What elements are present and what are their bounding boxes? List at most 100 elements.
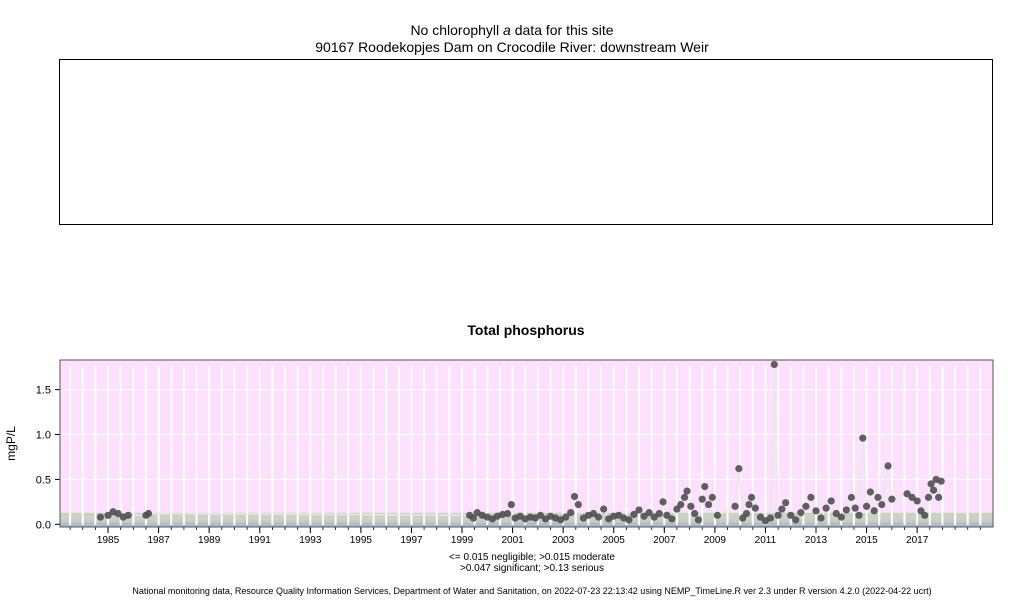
data-point (114, 509, 122, 518)
data-point (855, 511, 863, 519)
data-point (908, 493, 916, 501)
data-point (567, 509, 575, 517)
data-point (144, 509, 153, 518)
data-point (677, 500, 685, 509)
x-tick-label: 1999 (451, 535, 474, 546)
threshold-bands (60, 360, 993, 527)
x-tick-label: 1987 (147, 535, 170, 546)
data-point (747, 493, 756, 501)
data-point (594, 513, 603, 521)
x-axis: 1985 1987 1989 1991 1993 1995 1997 1999 2001 2003… (69, 527, 981, 546)
data-point (792, 516, 800, 524)
data-point (774, 511, 782, 519)
data-point (704, 500, 713, 509)
data-points (96, 360, 945, 525)
data-point (680, 493, 689, 501)
x-tick-label: 2017 (906, 535, 929, 546)
data-point (635, 506, 643, 514)
x-tick-label: 2001 (501, 535, 524, 546)
data-point (625, 516, 633, 524)
x-tick-label: 1989 (198, 535, 221, 546)
data-point (812, 507, 820, 515)
data-point (866, 488, 874, 496)
data-point (837, 513, 845, 521)
data-point (104, 511, 112, 519)
y-axis-label: mgP/L (4, 426, 18, 461)
data-point (870, 507, 878, 515)
data-point (574, 500, 582, 509)
data-point (751, 504, 759, 512)
data-point (797, 509, 805, 517)
data-point (787, 511, 795, 519)
y-tick-label: 1.5 (36, 385, 51, 397)
data-point (937, 477, 945, 485)
y-tick-label: 1.0 (36, 430, 51, 442)
data-point (778, 505, 786, 513)
data-point (655, 509, 663, 518)
data-point (921, 511, 929, 519)
y-tick-label: 0.0 (36, 519, 51, 531)
data-point (935, 493, 943, 501)
data-point (645, 509, 653, 517)
data-point (745, 500, 753, 509)
data-point (124, 511, 132, 519)
data-point (756, 513, 764, 521)
x-tick-label: 2011 (755, 535, 777, 546)
empty-chlorophyll-panel (59, 59, 993, 225)
no-data-suffix: data for this site (514, 22, 614, 38)
site-name: 90167 Roodekopjes Dam on Crocodile River… (315, 39, 709, 55)
data-point (888, 495, 896, 503)
data-point (630, 510, 638, 519)
data-point (659, 498, 667, 506)
x-tick-label: 2003 (552, 535, 575, 546)
x-tick-label: 2007 (653, 535, 676, 546)
data-point (469, 514, 478, 522)
data-point (903, 490, 911, 498)
data-point (683, 487, 691, 495)
data-point (663, 511, 671, 519)
data-point (847, 493, 856, 501)
data-point (650, 513, 658, 521)
data-point (701, 482, 709, 491)
data-point (859, 434, 867, 442)
data-point (507, 500, 515, 509)
x-tick-label: 2009 (704, 535, 727, 546)
data-point (708, 493, 716, 501)
x-tick-label: 2015 (855, 535, 878, 546)
data-point (842, 506, 850, 514)
data-point (827, 497, 835, 505)
data-point (698, 495, 706, 503)
data-point (570, 492, 579, 501)
band-negligible (60, 522, 993, 525)
band-below-zero (60, 524, 993, 527)
data-point (878, 500, 886, 509)
data-point (929, 486, 938, 494)
data-point (96, 513, 105, 521)
x-tick-label: 2013 (805, 535, 828, 546)
data-point (817, 514, 825, 522)
y-axis: 0.0 0.5 1.0 1.5 (36, 385, 60, 531)
footer-credit: National monitoring data, Resource Quali… (132, 586, 932, 596)
x-tick-label: 1995 (350, 535, 373, 546)
chart-title: Total phosphorus (467, 322, 585, 338)
data-point (536, 511, 545, 519)
no-data-prefix: No chlorophyll (410, 22, 500, 38)
legend-line-1: <= 0.015 negligible; >0.015 moderate (449, 552, 615, 563)
y-tick-label: 0.5 (36, 474, 51, 486)
threshold-legend: <= 0.015 negligible; >0.015 moderate >0.… (0, 552, 1024, 574)
data-point (913, 497, 921, 505)
data-point (640, 512, 648, 520)
data-point (687, 502, 695, 510)
data-point (924, 493, 933, 501)
data-point (735, 465, 743, 473)
data-point (589, 509, 598, 518)
data-point (782, 499, 790, 507)
x-tick-label: 1985 (97, 535, 120, 546)
plot-frame (59, 359, 994, 528)
band-serious (60, 360, 993, 513)
chart-header: No chlorophyll a data for this site 9016… (0, 22, 1024, 56)
data-point (851, 504, 859, 512)
data-point (832, 509, 840, 518)
data-point (802, 502, 810, 510)
data-point (874, 493, 882, 501)
